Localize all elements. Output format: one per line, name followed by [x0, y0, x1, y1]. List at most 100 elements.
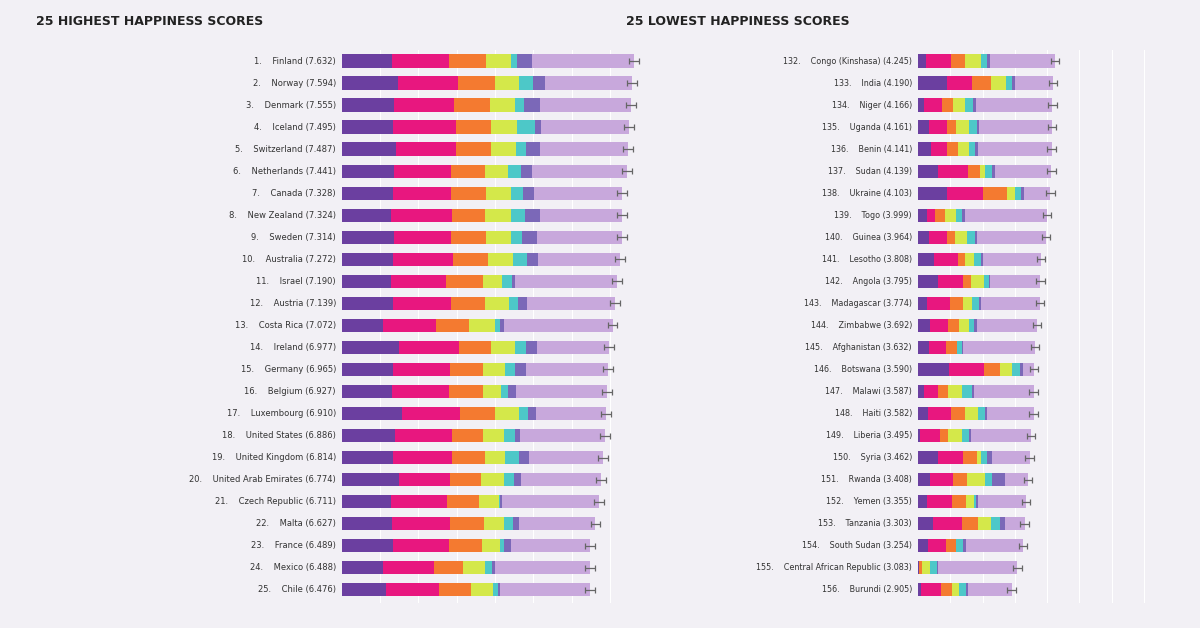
Bar	[448, 495, 479, 509]
Bar	[526, 362, 608, 376]
Bar	[926, 296, 950, 310]
Bar	[930, 473, 953, 487]
Bar	[446, 274, 482, 288]
Bar	[394, 121, 456, 134]
Bar	[988, 407, 1033, 420]
Bar	[516, 362, 526, 376]
Bar	[391, 517, 450, 531]
Text: 6.    Netherlands (7.441): 6. Netherlands (7.441)	[233, 167, 336, 176]
Bar	[958, 340, 962, 354]
Text: 139.    Togo (3.999): 139. Togo (3.999)	[834, 211, 912, 220]
Bar	[342, 362, 394, 376]
Bar	[958, 252, 966, 266]
Bar	[383, 561, 433, 575]
Bar	[533, 77, 545, 90]
Bar	[985, 165, 991, 178]
Bar	[342, 99, 394, 112]
Bar	[974, 252, 980, 266]
Bar	[991, 77, 1006, 90]
Bar	[342, 187, 392, 200]
Bar	[982, 296, 1039, 310]
Bar	[959, 583, 966, 597]
Text: 13.    Costa Rica (7.072): 13. Costa Rica (7.072)	[235, 321, 336, 330]
Bar	[515, 274, 617, 288]
Bar	[342, 407, 402, 420]
Bar	[342, 517, 391, 531]
Bar	[918, 318, 930, 332]
Text: 22.    Malta (6.627): 22. Malta (6.627)	[256, 519, 336, 528]
Text: 147.    Malawi (3.587): 147. Malawi (3.587)	[826, 387, 912, 396]
Bar	[974, 318, 977, 332]
Text: 150.    Syria (3.462): 150. Syria (3.462)	[833, 453, 912, 462]
Bar	[486, 230, 511, 244]
Bar	[978, 296, 982, 310]
Bar	[955, 121, 968, 134]
Bar	[482, 362, 505, 376]
Bar	[928, 495, 953, 509]
Bar	[940, 429, 948, 442]
Bar	[455, 99, 490, 112]
Bar	[485, 561, 492, 575]
Bar	[947, 121, 955, 134]
Bar	[991, 473, 1004, 487]
Bar	[493, 583, 498, 597]
Bar	[490, 99, 515, 112]
Bar	[1024, 362, 1033, 376]
Bar	[392, 385, 449, 398]
Bar	[950, 55, 966, 68]
Bar	[511, 187, 523, 200]
Bar	[514, 517, 520, 531]
Bar	[1006, 517, 1025, 531]
Bar	[386, 583, 439, 597]
Bar	[392, 187, 451, 200]
Bar	[947, 230, 955, 244]
Bar	[451, 208, 485, 222]
Bar	[966, 539, 1022, 553]
Bar	[984, 362, 1000, 376]
Bar	[491, 143, 516, 156]
Bar	[978, 407, 984, 420]
Bar	[511, 55, 517, 68]
Bar	[452, 451, 485, 464]
Bar	[950, 296, 964, 310]
Bar	[342, 340, 400, 354]
Bar	[962, 274, 971, 288]
Bar	[983, 187, 1007, 200]
Bar	[962, 208, 965, 222]
Text: 137.    Sudan (4.139): 137. Sudan (4.139)	[828, 167, 912, 176]
Bar	[984, 274, 989, 288]
Bar	[520, 77, 533, 90]
Bar	[463, 561, 485, 575]
Bar	[929, 230, 947, 244]
Bar	[938, 561, 1018, 575]
Bar	[484, 517, 504, 531]
Text: 21.    Czech Republic (6.711): 21. Czech Republic (6.711)	[215, 497, 336, 506]
Bar	[918, 451, 938, 464]
Bar	[930, 318, 948, 332]
Bar	[918, 583, 920, 597]
Bar	[918, 165, 938, 178]
Text: 23.    France (6.489): 23. France (6.489)	[251, 541, 336, 550]
Text: 7.    Canada (7.328): 7. Canada (7.328)	[252, 189, 336, 198]
Bar	[461, 407, 494, 420]
Text: 20.    United Arab Emirates (6.774): 20. United Arab Emirates (6.774)	[190, 475, 336, 484]
Bar	[458, 340, 491, 354]
Bar	[488, 252, 512, 266]
Bar	[1015, 77, 1054, 90]
Bar	[918, 296, 926, 310]
Bar	[918, 99, 924, 112]
Bar	[342, 274, 391, 288]
Bar	[496, 561, 590, 575]
Bar	[451, 230, 486, 244]
Bar	[978, 517, 991, 531]
Bar	[532, 165, 626, 178]
Bar	[485, 451, 505, 464]
Bar	[1021, 187, 1024, 200]
Bar	[976, 99, 1052, 112]
Bar	[392, 539, 449, 553]
Text: 25.    Chile (6.476): 25. Chile (6.476)	[258, 585, 336, 594]
Bar	[929, 407, 950, 420]
Text: 3.    Denmark (7.555): 3. Denmark (7.555)	[246, 100, 336, 110]
Text: 14.    Ireland (6.977): 14. Ireland (6.977)	[250, 343, 336, 352]
Bar	[973, 495, 976, 509]
